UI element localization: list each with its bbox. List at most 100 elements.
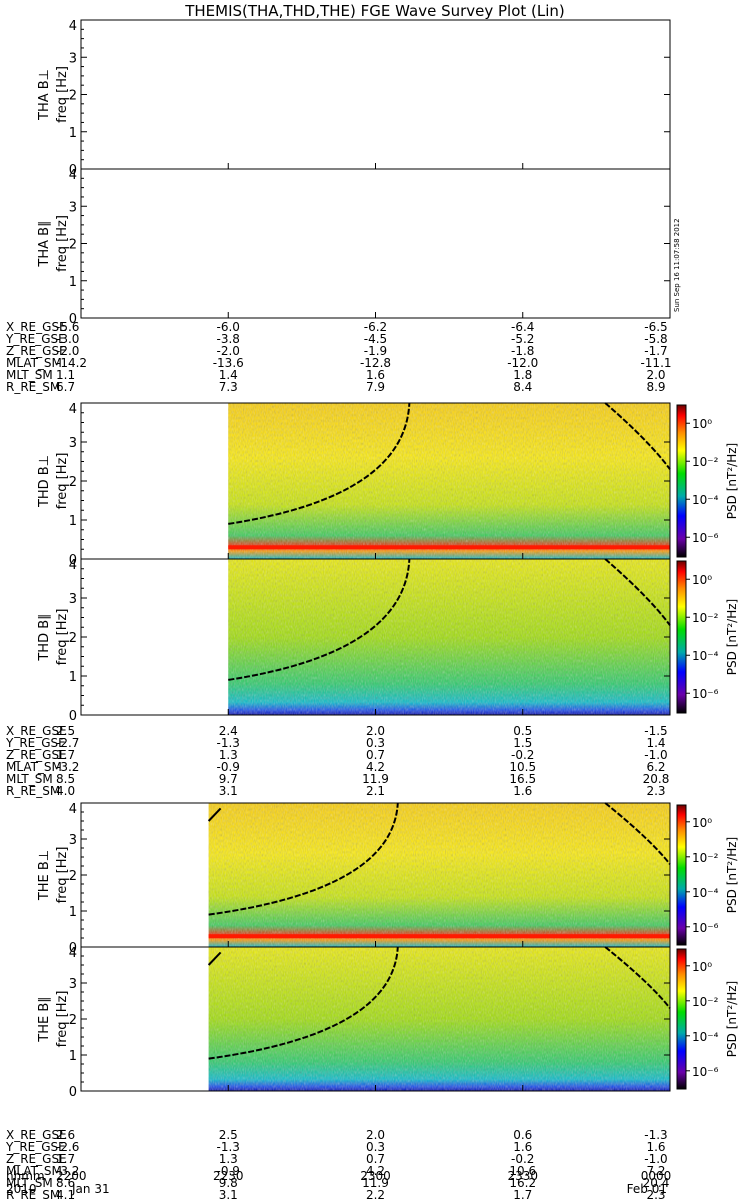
gyro-curve-falling <box>604 946 671 1009</box>
ephemeris-value: -4.5 <box>364 332 387 346</box>
freq-tick-label: 4 <box>69 19 77 34</box>
colorbar-tick-label: 10⁻⁶ <box>692 687 719 701</box>
ephemeris-value: 8.5 <box>56 772 75 786</box>
freq-tick-label: 2 <box>69 1013 77 1028</box>
freq-tick-label: 1 <box>69 126 77 141</box>
freq-tick-label: 0 <box>69 941 77 956</box>
ephemeris-value: -3.2 <box>56 1164 79 1178</box>
panel-tha-perp: 0 1 2 3 4 THA B⊥ freq [Hz] <box>37 19 671 178</box>
freq-tick-label: 2 <box>69 475 77 490</box>
panel-ylabel: THA B⊥ <box>37 69 52 121</box>
ephemeris-value: 0.3 <box>366 736 385 750</box>
time-axis-footer: hhmm 2010 Jan 31 Feb 01 2200 2230 2300 2330… <box>6 1169 671 1196</box>
ephemeris-value: -6.2 <box>364 320 387 334</box>
panel-sublabel: freq [Hz] <box>55 453 70 510</box>
ephemeris-value: 9.7 <box>219 772 238 786</box>
ephemeris-value: 0.7 <box>366 748 385 762</box>
freq-tick-label: 0 <box>69 312 77 327</box>
ephemeris-value: 1.6 <box>513 784 532 798</box>
panel-the-perp: 0 1 2 3 4 THE B⊥ freq [Hz] 10⁰ 10⁻² 10⁻⁴ 10⁻⁶ PSD [… <box>37 802 739 956</box>
ephemeris-value: -2.0 <box>56 344 79 358</box>
ephemeris-value: 1.5 <box>513 736 532 750</box>
ephemeris-value: 1.7 <box>56 1152 75 1166</box>
ephemeris-value: 1.7 <box>56 748 75 762</box>
ephemeris-value: 6.2 <box>646 760 665 774</box>
ephemeris-value: -6.0 <box>217 320 240 334</box>
ephemeris-value: 1.3 <box>219 1152 238 1166</box>
ephemeris-value: -12.0 <box>507 356 538 370</box>
panel-sublabel: freq [Hz] <box>55 847 70 904</box>
start-date-label: Jan 31 <box>71 1182 110 1196</box>
ephemeris-value: 1.6 <box>646 1140 665 1154</box>
ephemeris-label: Y_RE_GSE <box>5 736 66 750</box>
colorbar: 10⁰ 10⁻² 10⁻⁴ 10⁻⁶ PSD [nT²/Hz] <box>676 804 739 946</box>
ephemeris-value: 20.8 <box>643 772 670 786</box>
ephemeris-label: X_RE_GSE <box>6 320 67 334</box>
ephemeris-value: 2.5 <box>219 1128 238 1142</box>
colorbar-tick-label: 10⁻⁶ <box>692 531 719 545</box>
panel-sublabel: freq [Hz] <box>55 609 70 666</box>
ephemeris-label: Z_RE_GSE <box>6 344 67 358</box>
line-feature <box>208 934 670 939</box>
freq-tick-label: 1 <box>69 514 77 529</box>
colorbar-tick-label: 10⁻² <box>692 995 719 1009</box>
colorbar-tick-label: 10⁻⁴ <box>692 649 719 663</box>
ephemeris-value: 16.5 <box>509 772 536 786</box>
gyro-curve-stub <box>207 807 222 822</box>
ephemeris-label: X_RE_GSE <box>6 724 67 738</box>
time-tick-label: 2230 <box>213 1169 244 1183</box>
freq-tick-label: 3 <box>69 200 77 215</box>
freq-tick-label: 4 <box>69 946 77 961</box>
ephemeris-value: -2.7 <box>56 736 79 750</box>
gyro-curve-rising <box>208 946 399 1060</box>
freq-tick-label: 4 <box>69 802 77 817</box>
colorbar: 10⁰ 10⁻² 10⁻⁴ 10⁻⁶ PSD [nT²/Hz] <box>676 404 739 558</box>
colorbar-gradient <box>676 948 687 1090</box>
colorbar-tick-label: 10⁻² <box>692 455 719 469</box>
ephemeris-value: -1.5 <box>644 724 667 738</box>
ephemeris-value: -0.2 <box>511 1152 534 1166</box>
ephemeris-value: -6.4 <box>511 320 534 334</box>
gyro-curve-stub <box>207 951 222 966</box>
ephemeris-value: 1.4 <box>646 736 665 750</box>
ephemeris-label: MLT_SM <box>6 368 53 382</box>
time-tick-label: 2330 <box>507 1169 538 1183</box>
ephemeris-value: 1.1 <box>56 368 75 382</box>
ephemeris-value: 2.0 <box>366 724 385 738</box>
freq-tick-label: 1 <box>69 275 77 290</box>
gyro-curve-rising <box>208 802 399 916</box>
ephemeris-label: R_RE_SM <box>6 380 60 394</box>
ephemeris-value: 2.0 <box>366 1128 385 1142</box>
freq-tick-label: 2 <box>69 869 77 884</box>
ephemeris-value: -5.2 <box>511 332 534 346</box>
ephemeris-label: Z_RE_GSE <box>6 748 67 762</box>
ephemeris-value: 1.6 <box>366 368 385 382</box>
colorbar-tick-label: 10⁻⁴ <box>692 493 719 507</box>
ephemeris-value: 1.4 <box>219 368 238 382</box>
spectrogram-noise <box>208 947 670 1091</box>
panel-tha-par: 0 1 2 3 4 THA B∥ freq [Hz] <box>37 168 671 327</box>
ephemeris-value: -1.0 <box>644 748 667 762</box>
freq-tick-label: 0 <box>69 163 77 178</box>
ephemeris-value: 8.6 <box>56 1176 75 1190</box>
ephemeris-value: -5.6 <box>56 320 79 334</box>
ephemeris-value: -3.8 <box>217 332 240 346</box>
ephemeris-value: 4.2 <box>366 1164 385 1178</box>
colorbar-gradient <box>676 804 687 946</box>
ephemeris-value: 10.6 <box>509 1164 536 1178</box>
freq-tick-label: 0 <box>69 709 77 724</box>
ephemeris-tha: X_RE_GSE-5.6 -6.0 -6.2 -6.4 -6.5 Y_RE_GSE-3.0… <box>5 320 672 394</box>
freq-tick-label: 1 <box>69 905 77 920</box>
freq-tick-label: 3 <box>69 977 77 992</box>
colorbar-gradient <box>676 404 687 558</box>
panel-sublabel: freq [Hz] <box>55 991 70 1048</box>
time-tick-label: 0000 <box>641 1169 672 1183</box>
line-feature <box>228 545 670 550</box>
ephemeris-value: 2.1 <box>366 784 385 798</box>
ephemeris-value: -1.3 <box>217 736 240 750</box>
ephemeris-value: -0.9 <box>217 760 240 774</box>
panel-ylabel: THE B∥ <box>37 996 52 1042</box>
ephemeris-value: 9.8 <box>219 1176 238 1190</box>
panel-ylabel: THA B∥ <box>37 220 52 267</box>
